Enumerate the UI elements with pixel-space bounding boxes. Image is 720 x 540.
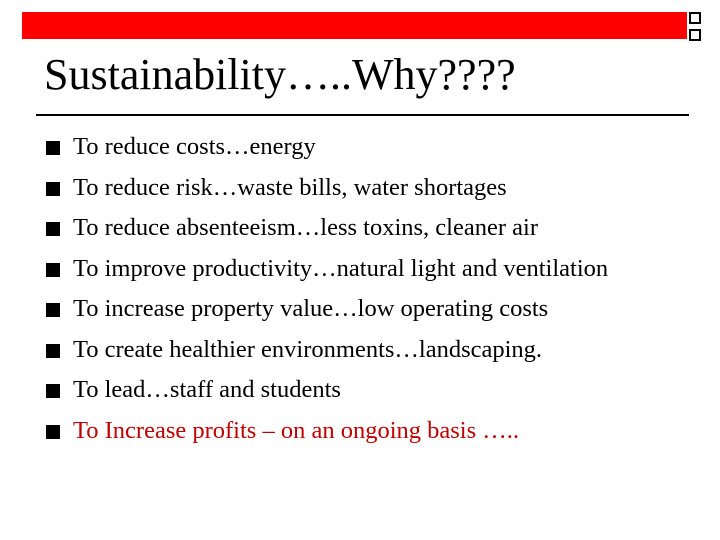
square-bullet-icon: [46, 181, 60, 196]
corner-square-top: [689, 12, 701, 24]
bullet-item: To reduce absenteeism…less toxins, clean…: [46, 212, 686, 244]
bullet-list: To reduce costs…energy To reduce risk…wa…: [46, 131, 686, 455]
header-red-bar: [22, 12, 687, 39]
bullet-text: To improve productivity…natural light an…: [73, 254, 609, 282]
bullet-text: To reduce absenteeism…less toxins, clean…: [73, 214, 538, 241]
bullet-text: To Increase profits – on an ongoing basi…: [73, 416, 520, 444]
bullet-item: To reduce costs…energy: [46, 131, 686, 163]
square-bullet-icon: [46, 303, 60, 317]
bullet-item: To reduce risk…waste bills, water shorta…: [46, 172, 686, 204]
bullet-text: To reduce risk…waste bills, water shorta…: [73, 173, 507, 201]
square-bullet-icon: [46, 343, 60, 358]
bullet-text: To create healthier environments…landsca…: [73, 335, 543, 363]
square-bullet-icon: [46, 424, 60, 439]
slide-title: Sustainability…..Why????: [44, 50, 516, 99]
bullet-text: To increase property value…low operating…: [73, 295, 549, 322]
square-bullet-icon: [46, 384, 60, 398]
square-bullet-icon: [46, 262, 60, 277]
title-underline: [36, 114, 689, 116]
square-bullet-icon: [46, 222, 60, 236]
bullet-item: To lead…staff and students: [46, 374, 686, 406]
bullet-text: To lead…staff and students: [73, 376, 341, 403]
bullet-item: To increase property value…low operating…: [46, 293, 686, 325]
bullet-text: To reduce costs…energy: [73, 133, 316, 160]
corner-square-bottom: [689, 29, 701, 41]
bullet-item: To improve productivity…natural light an…: [46, 253, 686, 285]
bullet-item-highlight: To Increase profits – on an ongoing basi…: [46, 415, 686, 447]
square-bullet-icon: [46, 141, 60, 155]
bullet-item: To create healthier environments…landsca…: [46, 334, 686, 366]
